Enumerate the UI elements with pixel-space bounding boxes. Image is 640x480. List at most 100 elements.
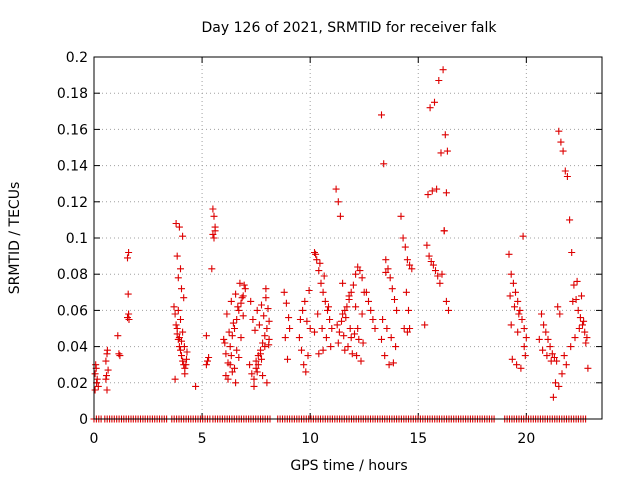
- data-point: [311, 249, 318, 256]
- data-point: [357, 357, 365, 365]
- data-point: [535, 335, 543, 343]
- data-point: [436, 279, 444, 287]
- data-point: [247, 297, 255, 305]
- data-point: [348, 350, 356, 358]
- data-point: [204, 357, 211, 365]
- data-point: [555, 382, 563, 390]
- data-point: [285, 314, 293, 322]
- data-point: [507, 270, 515, 278]
- data-point: [369, 316, 377, 323]
- data-point: [248, 370, 256, 378]
- data-point: [171, 310, 179, 318]
- data-point: [253, 368, 261, 376]
- data-point: [125, 249, 133, 256]
- data-point: [505, 250, 513, 258]
- data-point: [179, 357, 187, 365]
- data-point: [442, 189, 450, 197]
- data-point: [173, 325, 181, 332]
- data-point: [406, 261, 414, 269]
- data-point: [228, 332, 236, 340]
- data-point: [549, 393, 557, 401]
- data-point: [322, 334, 330, 342]
- data-point: [232, 290, 240, 298]
- data-point: [517, 364, 525, 372]
- data-point: [116, 352, 124, 360]
- data-point: [104, 366, 112, 374]
- data-point: [382, 268, 390, 276]
- y-tick-label: 0.2: [66, 50, 88, 66]
- data-point: [179, 328, 187, 336]
- data-point: [560, 352, 568, 360]
- data-point: [316, 259, 324, 267]
- data-point: [211, 227, 219, 235]
- data-point: [240, 281, 248, 289]
- data-point: [341, 346, 349, 354]
- data-point: [355, 335, 363, 343]
- data-point: [547, 357, 555, 365]
- data-point: [426, 104, 434, 112]
- data-point: [324, 306, 331, 314]
- data-point: [542, 328, 550, 336]
- data-point: [315, 267, 323, 275]
- data-point: [319, 346, 327, 354]
- data-point: [257, 350, 264, 358]
- data-point: [280, 288, 288, 296]
- data-point: [251, 326, 259, 334]
- data-point: [192, 382, 200, 390]
- data-point: [312, 250, 320, 258]
- data-point: [102, 375, 110, 383]
- data-point: [347, 288, 355, 296]
- data-point: [521, 352, 529, 360]
- data-point: [561, 167, 569, 175]
- data-point: [548, 350, 556, 358]
- data-point: [261, 332, 269, 340]
- y-tick-label: 0.02: [57, 376, 88, 392]
- data-point: [339, 279, 347, 287]
- data-point: [235, 354, 243, 361]
- x-tick-label: 0: [90, 431, 99, 447]
- plot-frame: [93, 56, 603, 420]
- data-point: [336, 212, 344, 220]
- data-point: [232, 379, 240, 387]
- data-points: [90, 66, 592, 423]
- data-point: [325, 303, 332, 311]
- data-point: [258, 301, 265, 309]
- data-point: [569, 297, 577, 305]
- data-point: [174, 335, 182, 343]
- data-point: [340, 332, 348, 340]
- data-point: [178, 285, 185, 293]
- data-point: [556, 310, 564, 318]
- y-axis: 0 0.02 0.04 0.06 0.08 0.1 0.12 0.14 0.16 0.18 0.2: [57, 50, 602, 428]
- y-tick-label: 0.04: [57, 340, 88, 356]
- data-point: [222, 350, 230, 358]
- x-axis: 0 5 10 15 20: [90, 57, 535, 447]
- data-point: [365, 297, 372, 305]
- data-point: [306, 325, 314, 332]
- data-point: [424, 191, 432, 199]
- data-point: [318, 325, 326, 332]
- data-point: [554, 303, 562, 311]
- data-point: [508, 355, 516, 363]
- data-point: [356, 267, 364, 275]
- data-point: [260, 312, 268, 320]
- y-tick-label: 0.08: [57, 267, 88, 283]
- data-point: [314, 310, 322, 318]
- data-point: [259, 339, 267, 347]
- data-point: [389, 359, 397, 367]
- data-point: [319, 288, 327, 296]
- data-point: [571, 334, 579, 342]
- data-point: [434, 272, 442, 280]
- data-point: [209, 205, 217, 213]
- data-point: [514, 297, 522, 305]
- data-point: [445, 306, 452, 314]
- data-point: [317, 279, 325, 287]
- data-point: [382, 256, 390, 264]
- data-point: [380, 160, 388, 168]
- data-point: [576, 314, 584, 322]
- data-point: [241, 285, 249, 293]
- data-point: [265, 317, 273, 325]
- data-point: [173, 252, 181, 260]
- data-point: [227, 352, 235, 360]
- data-point: [440, 227, 448, 235]
- y-tick-label: 0.12: [57, 195, 88, 211]
